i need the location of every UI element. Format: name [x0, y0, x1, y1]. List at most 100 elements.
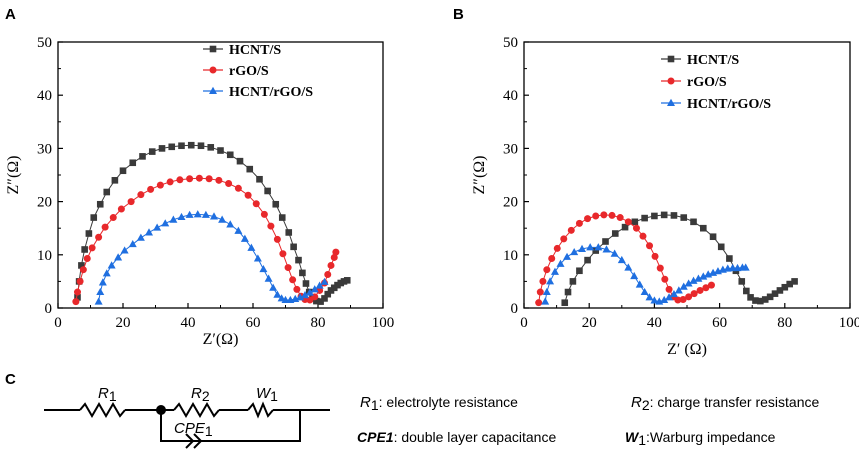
point-rgo-s-b: [560, 235, 568, 243]
point-rgo-s-a: [95, 233, 103, 241]
y-axis-label-b: Z″(Ω): [471, 156, 488, 195]
point-rgo-s-b: [584, 215, 592, 223]
circuit-node: [156, 405, 166, 415]
point-rgo-s-b: [702, 284, 710, 292]
point-hcnt-s-a: [285, 229, 293, 236]
x-tick-label-a: 20: [116, 315, 131, 331]
point-hcnt-s-b: [786, 280, 793, 288]
legend-label-hcnt-s-a: HCNT/S: [229, 43, 281, 58]
point-hcnt-rgo-s-b: [610, 249, 619, 257]
point-hcnt-rgo-s-a: [185, 210, 194, 218]
point-hcnt-s-b: [670, 212, 678, 219]
point-hcnt-rgo-s-b: [650, 296, 659, 304]
point-rgo-s-a: [156, 181, 164, 189]
resistor-r1-symbol: [79, 402, 126, 418]
point-hcnt-rgo-s-b: [586, 243, 595, 251]
x-tick-label-b: 0: [520, 315, 528, 331]
point-hcnt-s-b: [651, 212, 658, 220]
point-rgo-s-a: [109, 214, 117, 222]
point-rgo-s-b: [575, 219, 583, 227]
point-rgo-s-a: [279, 250, 287, 258]
point-hcnt-s-a: [246, 165, 254, 173]
point-rgo-s-a: [289, 276, 297, 284]
point-hcnt-rgo-s-b: [602, 245, 611, 253]
panel-b: B 0 20 40 60 80 100 0 10 20 30 40 50 Z′ (Ω) Z″(Ω) HCNT…: [453, 6, 859, 358]
point-hcnt-s-a: [96, 200, 104, 208]
point-hcnt-rgo-s-b: [624, 263, 633, 271]
point-hcnt-s-a: [302, 280, 310, 287]
legend-label-hcnt-rgo-s-a: HCNT/rGO/S: [229, 85, 313, 100]
point-hcnt-s-a: [217, 147, 224, 154]
point-rgo-s-b: [674, 296, 682, 304]
point-rgo-s-a: [117, 205, 125, 213]
point-hcnt-rgo-s-a: [114, 253, 123, 261]
point-hcnt-s-a: [343, 277, 351, 284]
point-rgo-s-b: [661, 275, 669, 283]
chart-a: 0 20 40 60 80 100 0 10 20 30 40 50 Z′(Ω) Z″(Ω) HCNT/S r…: [5, 35, 394, 348]
point-hcnt-s-a: [299, 269, 306, 277]
point-hcnt-s-a: [226, 151, 234, 159]
point-rgo-s-a: [195, 174, 203, 182]
x-tick-label-a: 80: [311, 315, 326, 331]
x-tick-label-a: 60: [246, 315, 261, 331]
point-hcnt-s-b: [766, 293, 774, 301]
x-axis-label-a: Z′(Ω): [203, 331, 239, 348]
point-rgo-s-a: [127, 198, 135, 206]
point-hcnt-rgo-s-a: [98, 278, 107, 286]
legend-marker-hcnt-s-a: [209, 45, 217, 53]
point-hcnt-rgo-s-b: [541, 297, 550, 305]
point-hcnt-s-b: [726, 255, 733, 262]
point-hcnt-s-a: [278, 214, 286, 221]
point-hcnt-s-b: [757, 297, 764, 305]
legend-marker-hcnt-rgo-s-a: [209, 86, 217, 94]
y-tick-label-a: 0: [45, 301, 53, 317]
warburg-w1-symbol: [247, 401, 274, 419]
point-rgo-s-a: [284, 264, 292, 272]
circuit-label-r1: R1: [98, 385, 117, 404]
point-rgo-s-b: [567, 226, 575, 234]
point-hcnt-rgo-s-a: [305, 288, 314, 296]
point-rgo-s-a: [186, 175, 194, 183]
point-hcnt-rgo-s-b: [674, 286, 683, 294]
x-tick-label-b: 20: [582, 315, 597, 331]
point-hcnt-rgo-s-a: [161, 219, 170, 227]
point-rgo-s-a: [234, 184, 242, 192]
point-rgo-s-a: [147, 185, 155, 193]
point-rgo-s-a: [330, 253, 338, 261]
y-tick-label-a: 40: [37, 88, 52, 104]
point-hcnt-rgo-s-b: [635, 280, 644, 288]
point-hcnt-s-a: [324, 290, 332, 298]
point-rgo-s-b: [539, 277, 547, 285]
point-rgo-s-a: [293, 285, 301, 293]
point-hcnt-rgo-s-a: [273, 290, 282, 298]
legend-desc-w1: W1:Warburg impedance: [625, 429, 776, 448]
point-hcnt-rgo-s-b: [542, 287, 551, 296]
point-rgo-s-a: [79, 266, 87, 274]
point-hcnt-s-b: [602, 238, 609, 245]
point-rgo-s-a: [101, 223, 109, 231]
point-hcnt-rgo-s-a: [107, 261, 116, 269]
y-tick-label-a: 30: [37, 141, 52, 157]
point-hcnt-rgo-s-a: [153, 223, 162, 231]
point-rgo-s-b: [600, 211, 608, 219]
point-rgo-s-b: [608, 211, 616, 219]
point-rgo-s-b: [632, 224, 640, 232]
legend-desc-r2: R2: charge transfer resistance: [631, 394, 819, 413]
circuit-label-r2: R2: [191, 385, 210, 404]
point-hcnt-s-a: [74, 294, 81, 301]
point-hcnt-s-a: [111, 177, 119, 184]
point-hcnt-s-a: [168, 143, 176, 151]
point-hcnt-s-a: [207, 144, 215, 151]
point-hcnt-s-b: [584, 256, 591, 264]
point-hcnt-s-b: [569, 278, 577, 285]
point-hcnt-s-a: [85, 230, 93, 237]
point-hcnt-s-b: [738, 278, 746, 285]
x-axis-label-b: Z′ (Ω): [667, 341, 707, 358]
point-hcnt-s-b: [660, 211, 668, 219]
point-hcnt-rgo-s-b: [645, 293, 654, 301]
point-hcnt-s-b: [690, 218, 697, 226]
point-hcnt-s-b: [776, 287, 784, 294]
point-hcnt-rgo-s-a: [320, 277, 329, 285]
point-hcnt-rgo-s-b: [741, 263, 750, 271]
